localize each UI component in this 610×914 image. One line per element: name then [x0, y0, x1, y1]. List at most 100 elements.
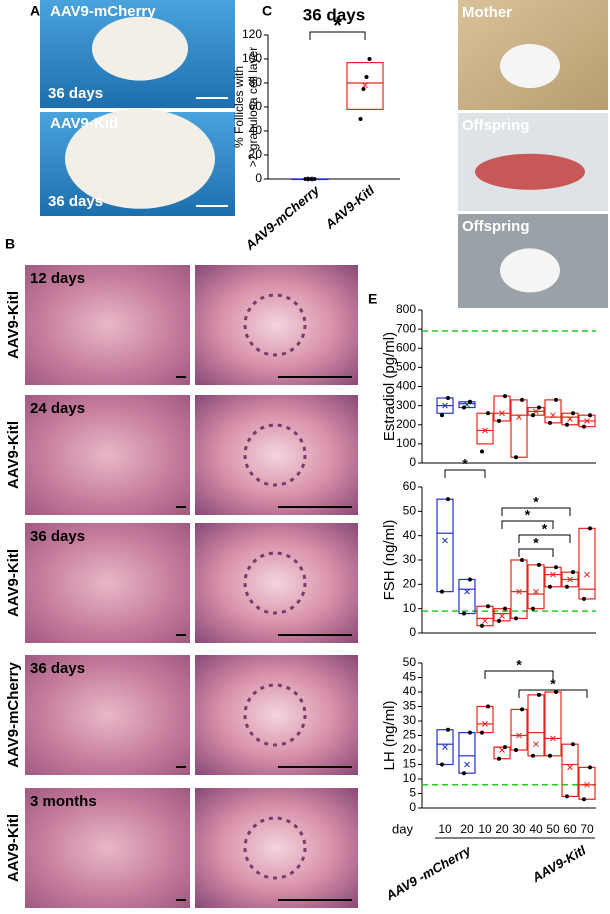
data-point	[571, 570, 575, 575]
data-point	[312, 177, 317, 181]
mean	[533, 588, 539, 595]
y-tick-label: 50	[403, 655, 417, 669]
box	[436, 498, 454, 593]
histology-zoom	[195, 265, 358, 385]
data-point	[364, 75, 369, 79]
mean	[442, 537, 448, 544]
box	[476, 605, 494, 627]
box	[544, 691, 562, 757]
mouse	[500, 44, 560, 88]
data-point	[468, 730, 472, 735]
y-tick-label: 40	[403, 684, 417, 698]
box	[493, 608, 511, 622]
data-point	[520, 707, 524, 712]
histology	[25, 788, 190, 908]
y-tick-label: 0	[409, 625, 416, 639]
mean	[550, 571, 556, 578]
y-tick-label: 10	[403, 601, 417, 615]
box	[458, 578, 476, 615]
panel-label: E	[368, 291, 377, 307]
y-tick-label: 25	[403, 728, 417, 742]
mean	[499, 410, 505, 417]
panel-label: B	[5, 236, 15, 252]
data-point	[531, 753, 535, 758]
y-tick-label: 120	[242, 27, 262, 41]
significance-label: *	[550, 676, 556, 692]
row-label: AAV9-mCherry	[5, 662, 22, 768]
row-label: AAV9-Kitl	[5, 549, 22, 617]
box	[544, 399, 562, 424]
y-tick-label: 50	[403, 504, 417, 518]
significance-bracket	[518, 689, 588, 698]
data-point	[520, 558, 524, 562]
histology-zoom	[195, 788, 358, 908]
y-axis-label: Estradiol (pg/ml)	[381, 332, 398, 441]
data-point	[537, 405, 541, 410]
data-point	[537, 692, 541, 697]
panel-label: A	[30, 3, 40, 19]
data-point	[514, 748, 518, 752]
histology-time: 3 months	[30, 793, 97, 810]
box	[510, 708, 528, 751]
box	[510, 559, 528, 620]
panel-label: C	[262, 3, 272, 19]
x-tick-label: 50	[546, 822, 560, 836]
box	[578, 527, 596, 600]
y-axis-label: % Follicles with	[232, 66, 246, 148]
y-axis-label: LH (ng/ml)	[381, 700, 398, 770]
mean	[567, 764, 573, 771]
mean	[516, 732, 522, 739]
y-tick-label: 80	[249, 75, 263, 89]
follicle	[243, 683, 307, 747]
data-point	[468, 577, 472, 582]
box	[561, 743, 579, 798]
data-point	[468, 399, 472, 404]
row-label: AAV9-Kitl	[5, 814, 22, 882]
box	[527, 694, 545, 757]
x-axis-label: day	[392, 821, 413, 836]
y-tick-label: 20	[403, 742, 417, 756]
data-point	[486, 604, 490, 609]
data-point	[367, 57, 372, 61]
mean	[584, 571, 590, 578]
histology-zoom	[195, 523, 358, 643]
photo-label: Offspring	[462, 218, 530, 235]
data-point	[503, 606, 507, 611]
x-tick-label: 10	[478, 822, 492, 836]
follicle	[243, 293, 307, 357]
data-point	[582, 424, 586, 429]
ovary	[65, 108, 215, 209]
box	[458, 731, 476, 774]
mean	[567, 416, 573, 422]
mean	[442, 744, 448, 750]
mean	[584, 418, 590, 424]
data-point	[514, 455, 518, 460]
x-tick-label: 70	[580, 822, 594, 836]
significance-bracket	[444, 469, 486, 478]
data-point	[309, 177, 314, 181]
photo-time: 36 days	[48, 193, 103, 210]
histology-time: 24 days	[30, 400, 85, 417]
box	[346, 61, 384, 110]
data-point	[548, 420, 552, 425]
y-tick-label: 20	[249, 147, 263, 161]
mean	[516, 414, 522, 420]
box	[510, 399, 528, 458]
data-point	[571, 411, 575, 416]
x-tick-label: AAV9-mCherry	[242, 182, 323, 253]
box	[493, 746, 511, 760]
mean	[516, 588, 522, 595]
significance-bracket	[501, 507, 571, 516]
x-tick-label: 60	[563, 822, 577, 836]
row-label: AAV9-Kitl	[5, 291, 22, 359]
histology	[25, 655, 190, 775]
y-tick-label: 60	[249, 99, 263, 113]
photo-label: Offspring	[462, 117, 530, 134]
mean	[464, 761, 470, 768]
data-point	[554, 690, 558, 694]
data-point	[303, 177, 308, 181]
data-point	[588, 765, 592, 770]
data-point	[480, 730, 484, 735]
mean	[482, 617, 488, 624]
significance-label: *	[525, 507, 531, 523]
